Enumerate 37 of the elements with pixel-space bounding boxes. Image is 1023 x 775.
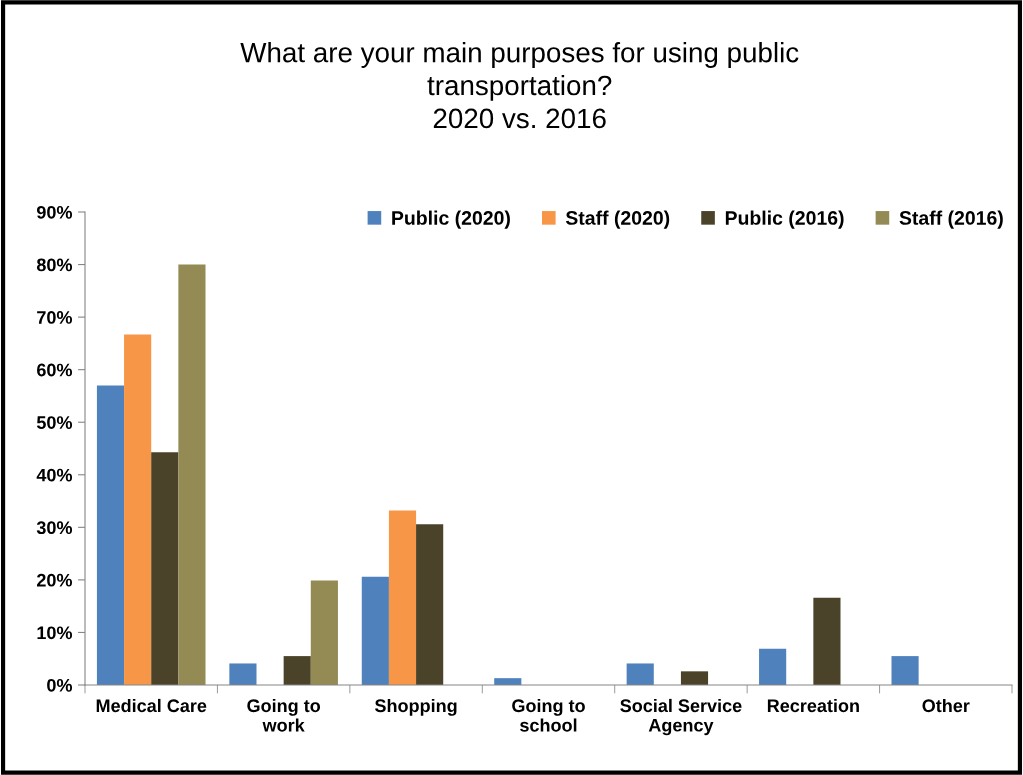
x-tick-label: Going to school [512,698,585,732]
x-tick-label: Medical Care [96,698,207,713]
bar [388,510,417,685]
y-tick-label: 50% [36,416,73,429]
y-tick-label: 30% [36,521,73,535]
legend-label: Public (2016) [725,210,844,229]
y-tick-label: 0% [47,678,73,692]
legend-label: Public (2020) [392,210,510,229]
legend-label: Staff (2016) [899,210,1003,229]
x-tick-label: Going to work [247,698,321,732]
bar [626,663,654,685]
x-tick-label: Recreation [767,698,859,713]
y-tick-label: 70% [37,311,73,324]
bar [759,648,787,685]
bar [813,597,841,685]
y-tick-label: 80% [36,258,73,272]
x-tick-label: Other [922,698,970,713]
y-tick-label: 60% [37,363,73,377]
bar [680,671,709,685]
bar [416,524,444,685]
bar [151,452,179,685]
bar [361,576,389,685]
y-tick-label: 10% [37,626,73,640]
bar [178,264,206,685]
y-tick-label: 40% [36,468,73,482]
y-tick-label: 90% [36,205,73,219]
bar [96,385,125,685]
bar [891,656,919,685]
x-tick-label: Social Service Agency [620,698,742,736]
y-tick-label: 20% [36,573,73,587]
x-tick-label: Shopping [374,698,457,716]
chart-title: What are your main purposes for using public transportation? 2020 vs. 2016 [240,42,799,129]
bar [124,334,152,685]
legend-label: Staff (2020) [565,210,670,229]
bar [310,580,338,685]
bar [283,656,311,685]
bar [229,663,257,685]
